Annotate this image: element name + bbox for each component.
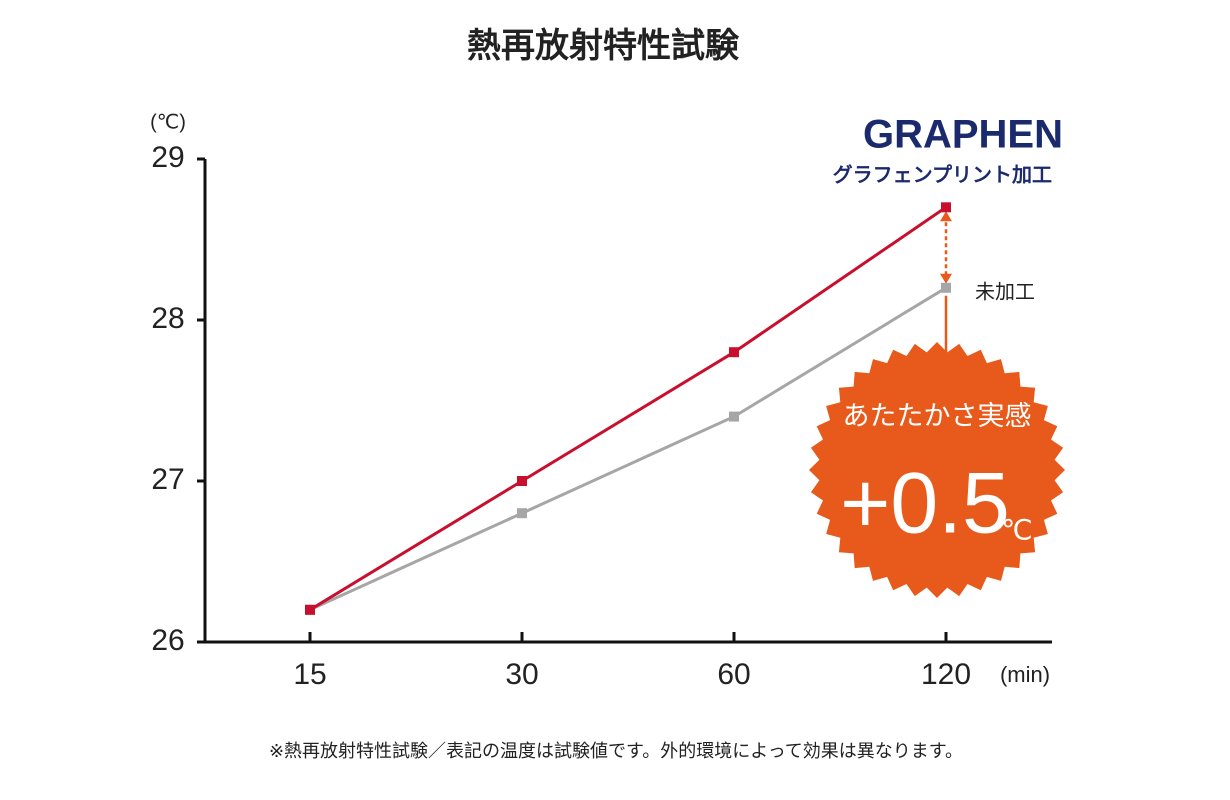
x-axis-unit: (min)	[1000, 662, 1050, 687]
y-tick-label: 27	[151, 463, 184, 496]
arrow-head	[940, 211, 952, 222]
point	[729, 347, 739, 358]
x-tick-label: 15	[293, 658, 326, 691]
badge-text: あたたかさ実感	[843, 401, 1032, 431]
point	[517, 508, 527, 519]
series-line	[309, 206, 947, 612]
footnote: ※熱再放射特性試験／表記の温度は試験値です。外的環境によって効果は異なります。	[269, 741, 963, 761]
y-tick-label: 28	[151, 302, 184, 335]
point	[305, 604, 315, 615]
chart-title: 熱再放射特性試験	[467, 27, 740, 65]
x-tick-label: 60	[717, 658, 750, 691]
x-tick-label: 120	[921, 658, 971, 691]
legend-entry: 未加工	[975, 280, 1035, 303]
y-axis-unit: (℃)	[150, 111, 186, 133]
point	[941, 202, 951, 213]
y-tick-label: 29	[151, 141, 184, 174]
legend-entry: グラフェンプリント加工	[833, 162, 1052, 186]
legend-brand: GRAPHEN	[863, 113, 1063, 157]
point	[941, 282, 951, 293]
badge-unit: ℃	[1001, 514, 1032, 545]
y-tick-label: 26	[151, 624, 184, 657]
x-tick-label: 30	[505, 658, 538, 691]
arrow-head	[940, 273, 952, 284]
badge-value: +0.5	[840, 456, 1010, 552]
point	[729, 411, 739, 422]
point	[517, 476, 527, 486]
badge	[809, 342, 1065, 598]
series-line	[309, 286, 947, 612]
